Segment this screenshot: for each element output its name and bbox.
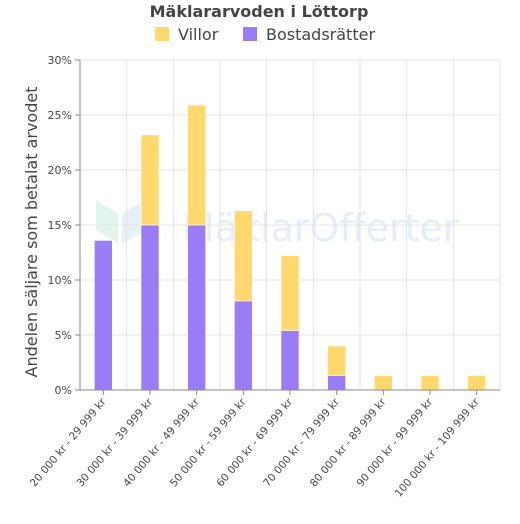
bar-bostadsrätter <box>327 375 346 391</box>
bar-villor <box>374 375 393 391</box>
x-tick-label: 70 000 kr - 79 999 kr <box>261 396 342 490</box>
x-tick-label: 100 000 kr - 109 999 kr <box>393 396 483 500</box>
x-tick-label: 30 000 kr - 39 999 kr <box>74 396 155 490</box>
legend-label-bostadsrätter: Bostadsrätter <box>266 25 375 44</box>
legend-swatch-villor <box>155 27 169 41</box>
bar-bostadsrätter <box>280 330 300 391</box>
bar-bostadsrätter <box>187 224 206 391</box>
watermark-logo-icon <box>96 200 118 244</box>
x-tick-label: 90 000 kr - 99 999 kr <box>354 396 435 490</box>
bar-villor <box>280 255 300 331</box>
watermark-text: MäklarOfferter <box>182 206 459 250</box>
y-tick-label: 25% <box>48 109 72 122</box>
bars <box>94 104 486 391</box>
x-tick-label: 50 000 kr - 59 999 kr <box>168 396 249 490</box>
watermark-logo-icon-part <box>122 200 146 244</box>
x-tick-label: 60 000 kr - 69 999 kr <box>214 396 295 490</box>
legend-swatch-bostadsrätter <box>243 27 257 41</box>
bar-villor <box>467 375 486 391</box>
y-tick-label: 30% <box>48 54 72 67</box>
bar-villor <box>234 210 253 302</box>
bar-bostadsrätter <box>94 240 113 391</box>
legend: Villor Bostadsrätter <box>155 25 375 44</box>
chart-title: Mäklararvoden i Löttorp <box>150 2 369 21</box>
bar-villor <box>187 104 206 226</box>
y-tick-label: 15% <box>48 219 72 232</box>
y-axis-label: Andelen säljare som betalat arvodet <box>22 87 41 378</box>
y-tick-label: 20% <box>48 164 72 177</box>
watermark: MäklarOfferter <box>96 200 459 250</box>
y-tick-label: 10% <box>48 274 72 287</box>
y-tick-label: 0% <box>55 384 72 397</box>
x-tick-label: 80 000 kr - 89 999 kr <box>308 396 389 490</box>
bar-bostadsrätter <box>140 224 160 391</box>
legend-label-villor: Villor <box>178 25 219 44</box>
x-tick-label: 20 000 kr - 29 999 kr <box>28 396 109 490</box>
bar-bostadsrätter <box>234 300 253 391</box>
y-tick-label: 5% <box>55 329 72 342</box>
bar-villor <box>420 375 440 391</box>
bar-villor <box>327 345 346 377</box>
x-tick-label: 40 000 kr - 49 999 kr <box>121 396 202 490</box>
bar-villor <box>140 134 160 226</box>
